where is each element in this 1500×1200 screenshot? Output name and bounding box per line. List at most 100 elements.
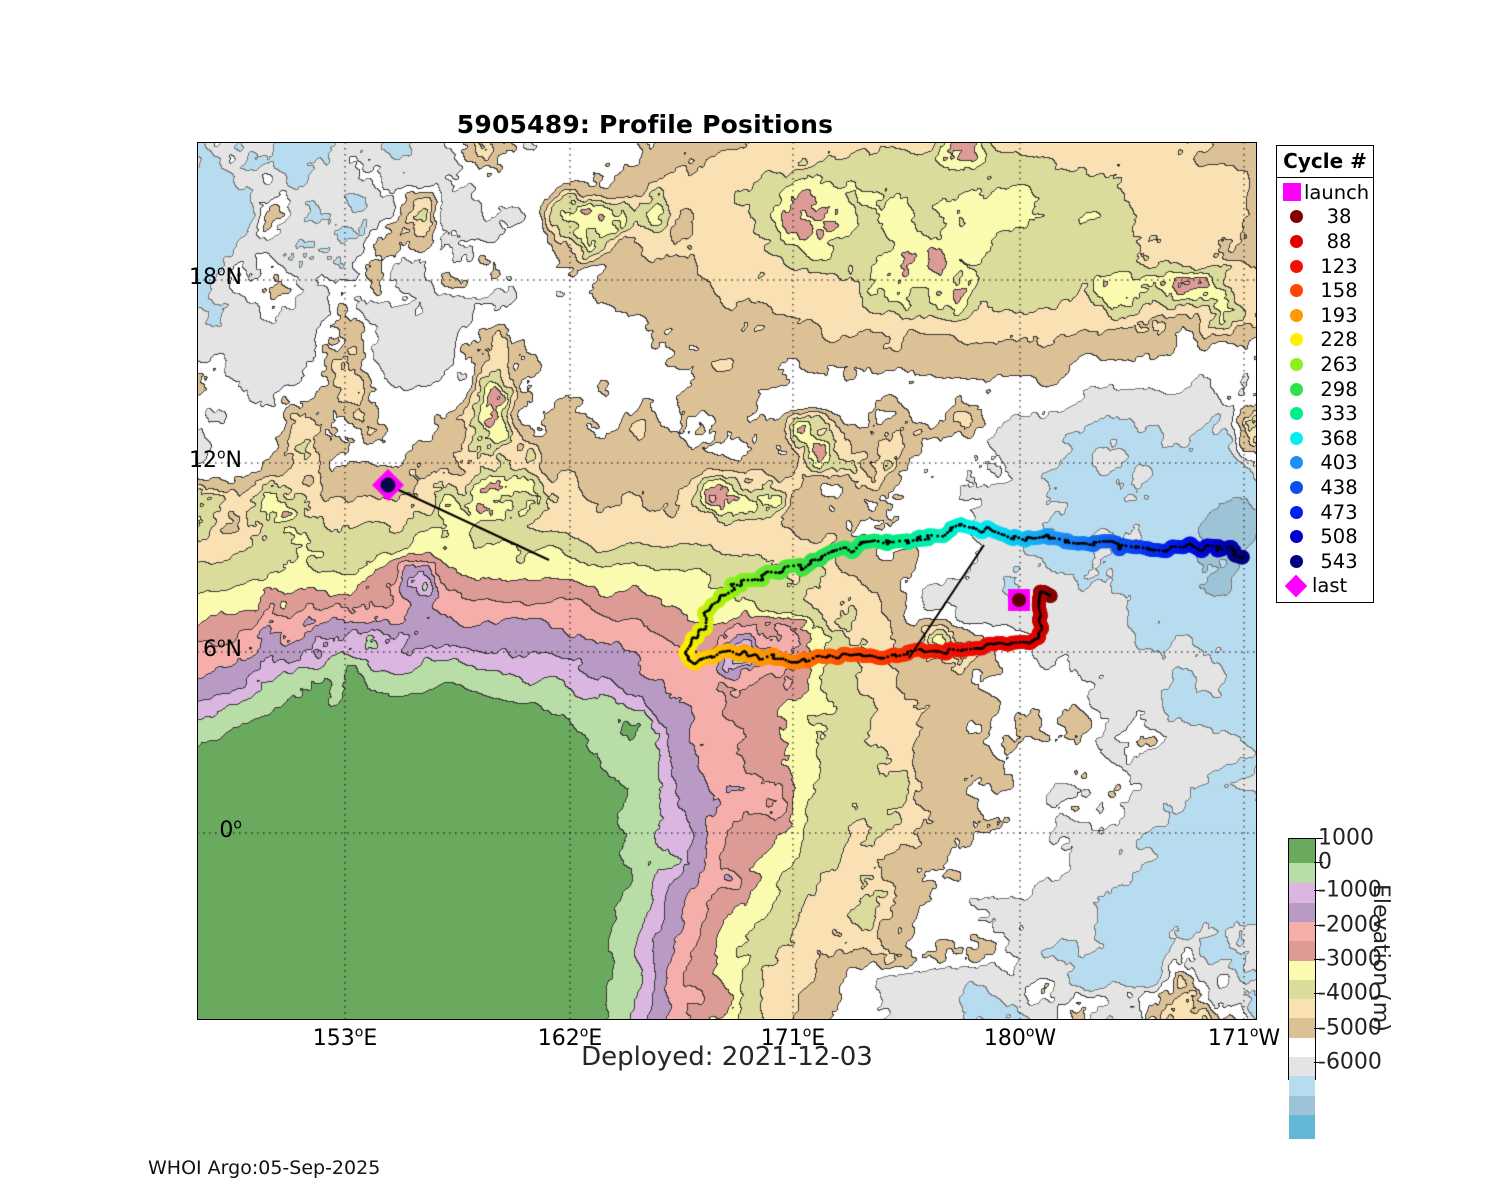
legend-label: last: [1312, 574, 1348, 598]
legend-item-298[interactable]: 298: [1277, 377, 1373, 402]
legend-label: 333: [1320, 402, 1358, 426]
legend-label: 193: [1320, 303, 1358, 327]
colorbar-tick-label: -1000: [1318, 877, 1382, 903]
colorbar-band-11: [1289, 1057, 1315, 1076]
colorbar-band-8: [1289, 999, 1315, 1018]
dot-marker-icon: [1283, 456, 1309, 470]
dot-marker-icon: [1283, 308, 1309, 322]
dot-marker-icon: [1283, 357, 1309, 371]
legend-item-368[interactable]: 368: [1277, 426, 1373, 451]
legend-item-last[interactable]: last: [1277, 574, 1373, 599]
legend-label: 543: [1320, 549, 1358, 573]
colorbar-band-13: [1289, 1096, 1315, 1115]
lon-tick-171E: 171oE: [760, 1024, 826, 1051]
colorbar-tick-label: -4000: [1318, 980, 1382, 1006]
legend-label: 368: [1320, 426, 1358, 450]
legend-item-403[interactable]: 403: [1277, 451, 1373, 476]
colorbar-tick-label: -2000: [1318, 912, 1382, 938]
map-panel[interactable]: [197, 142, 1257, 1020]
dot-marker-icon: [1283, 210, 1309, 224]
legend-items: launch 38 88 123 158 193 228 263 298 333 368 403 438…: [1277, 178, 1373, 602]
legend-item-158[interactable]: 158: [1277, 278, 1373, 303]
legend-title: Cycle #: [1277, 146, 1373, 178]
lon-tick-153E: 153oE: [312, 1024, 378, 1051]
colorbar-band-14: [1289, 1115, 1315, 1139]
colorbar-band-10: [1289, 1038, 1315, 1057]
legend-item-263[interactable]: 263: [1277, 352, 1373, 377]
colorbar-axis-label: Elevation (m): [1368, 838, 1393, 1078]
legend-label: 123: [1320, 254, 1358, 278]
legend-item-333[interactable]: 333: [1277, 401, 1373, 426]
legend-item-193[interactable]: 193: [1277, 303, 1373, 328]
colorbar-band-3: [1289, 903, 1315, 922]
legend-item-38[interactable]: 38: [1277, 205, 1373, 230]
footer-attribution: WHOI Argo:05-Sep-2025: [148, 1157, 381, 1179]
dot-marker-icon: [1283, 505, 1309, 519]
square-marker-icon: [1283, 183, 1301, 202]
legend-item-228[interactable]: 228: [1277, 328, 1373, 353]
page-title: 5905489: Profile Positions: [456, 110, 834, 139]
colorbar-tickmark: [1314, 1062, 1323, 1064]
colorbar-tick-label: 0: [1318, 849, 1332, 875]
lat-tick-18: 18oN: [188, 263, 242, 290]
colorbar-tickmark: [1314, 959, 1323, 961]
elevation-colorbar: [1288, 838, 1316, 1139]
legend-label: 473: [1320, 500, 1358, 524]
legend-label: 298: [1320, 377, 1358, 401]
legend-label: 263: [1320, 352, 1358, 376]
legend-label: 38: [1326, 205, 1352, 229]
dot-marker-icon: [1283, 554, 1309, 568]
dot-marker-icon: [1283, 480, 1309, 494]
legend-item-88[interactable]: 88: [1277, 229, 1373, 254]
colorbar-band-2: [1289, 883, 1315, 903]
lon-tick-180W: 180oW: [983, 1024, 1057, 1051]
colorbar-band-5: [1289, 941, 1315, 961]
legend-label: launch: [1304, 180, 1370, 204]
colorbar-tick-label: -5000: [1318, 1015, 1382, 1041]
diamond-marker-icon: [1283, 574, 1309, 598]
colorbar-tick-label: 1000: [1318, 825, 1374, 851]
colorbar-tickmark: [1314, 838, 1323, 840]
legend-label: 438: [1320, 475, 1358, 499]
legend-label: 158: [1320, 279, 1358, 303]
colorbar-tick-label: -3000: [1318, 946, 1382, 972]
colorbar-band-6: [1289, 961, 1315, 980]
colorbar-tickmark: [1314, 993, 1323, 995]
dot-marker-icon: [1283, 333, 1309, 347]
legend-item-543[interactable]: 543: [1277, 549, 1373, 574]
lat-tick-0: 0o: [219, 816, 242, 843]
colorbar-band-12: [1289, 1076, 1315, 1096]
colorbar-band-0: [1289, 839, 1315, 863]
lon-tick-171W: 171oW: [1207, 1024, 1281, 1051]
colorbar-tickmark: [1314, 890, 1323, 892]
legend-item-438[interactable]: 438: [1277, 475, 1373, 500]
deployed-caption: Deployed: 2021-12-03: [581, 1042, 873, 1072]
colorbar-tickmark: [1314, 925, 1323, 927]
dot-marker-icon: [1283, 284, 1309, 298]
dot-marker-icon: [1283, 259, 1309, 273]
colorbar-band-9: [1289, 1018, 1315, 1038]
legend-item-508[interactable]: 508: [1277, 524, 1373, 549]
colorbar-band-4: [1289, 922, 1315, 941]
colorbar-tickmark: [1314, 1028, 1323, 1030]
cycle-legend[interactable]: Cycle # launch 38 88 123 158 193 228 263 298 333 3…: [1276, 145, 1374, 604]
legend-item-123[interactable]: 123: [1277, 254, 1373, 279]
colorbar-band-7: [1289, 980, 1315, 999]
dot-marker-icon: [1283, 382, 1309, 396]
legend-item-473[interactable]: 473: [1277, 500, 1373, 525]
dot-marker-icon: [1283, 530, 1309, 544]
float-trajectory: [197, 142, 1257, 1020]
lon-tick-162E: 162oE: [537, 1024, 603, 1051]
legend-label: 403: [1320, 451, 1358, 475]
legend-label: 508: [1320, 525, 1358, 549]
legend-label: 228: [1320, 328, 1358, 352]
legend-label: 88: [1326, 229, 1352, 253]
lat-tick-12: 12oN: [188, 446, 242, 473]
colorbar-band-1: [1289, 863, 1315, 883]
dot-marker-icon: [1283, 431, 1309, 445]
legend-item-launch[interactable]: launch: [1277, 180, 1373, 205]
dot-marker-icon: [1283, 234, 1309, 248]
lat-tick-6: 6oN: [202, 635, 242, 662]
colorbar-label-text: Elevation (m): [1368, 884, 1393, 1032]
colorbar-tickmark: [1314, 862, 1323, 864]
